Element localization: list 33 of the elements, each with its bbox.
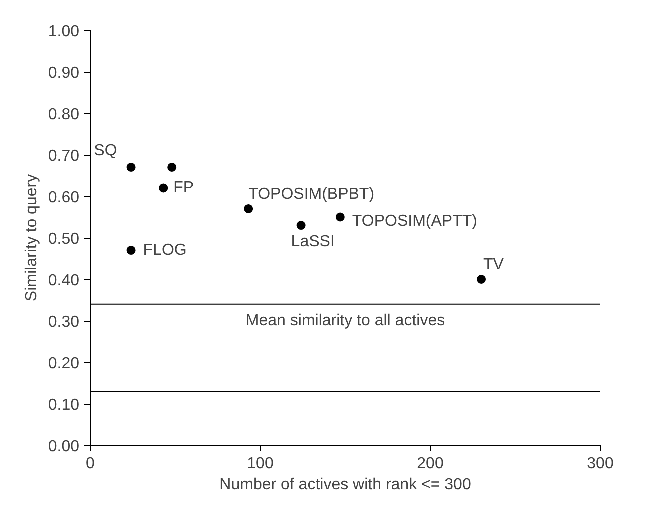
x-tick-label: 100 (247, 456, 274, 472)
annotation: FP (174, 180, 194, 197)
point (126, 246, 136, 255)
y-tick-label: 0.60 (48, 190, 80, 206)
y-tick-label: 1.00 (48, 24, 80, 40)
point (168, 162, 177, 172)
y-tick-label: 0.30 (48, 314, 80, 331)
x-axis-title: Number of actives with rank <= 300 (220, 476, 472, 494)
annotation: SQ (94, 142, 118, 160)
x-tick-label: 200 (417, 456, 444, 472)
y-axis-title: Similarity to query (23, 174, 40, 302)
y-tick-label: 0.20 (48, 356, 80, 372)
point (244, 204, 254, 214)
y-tick-label: 0.80 (48, 106, 80, 124)
point (159, 184, 168, 193)
point (477, 275, 486, 284)
y-tick-label: 0.70 (48, 148, 80, 165)
x-tick-label: 0 (86, 456, 96, 472)
annotation: TV (484, 256, 504, 274)
annotation: FLOG (143, 242, 187, 259)
y-tick-label: 0.00 (48, 438, 80, 456)
y-tick-label: 0.40 (48, 272, 80, 290)
ref-line-label: Mean similarity to all actives (246, 312, 446, 330)
annotation: TOPOSIM(APTT) (352, 212, 478, 230)
y-tick-label: 0.10 (48, 397, 80, 414)
x-tick-label: 300 (587, 456, 614, 472)
y-tick-label: 0.90 (48, 65, 80, 82)
point (336, 212, 345, 222)
annotation: TOPOSIM(BPBT) (248, 186, 375, 203)
point (126, 162, 136, 172)
annotation: LaSSI (291, 234, 335, 251)
y-tick-label: 0.50 (48, 231, 80, 248)
point (296, 221, 306, 230)
